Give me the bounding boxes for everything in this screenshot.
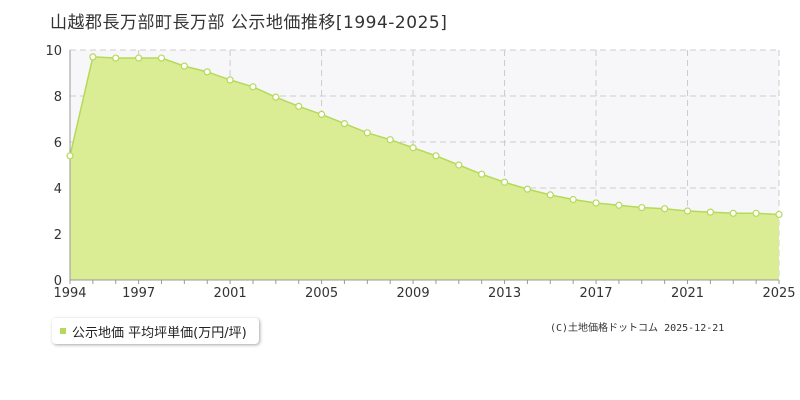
data-point (386, 136, 394, 144)
y-tick-labels: 0 2 4 6 8 10 (45, 44, 62, 289)
data-point (89, 53, 97, 61)
data-point (135, 54, 143, 62)
data-point (157, 54, 166, 62)
data-point (615, 201, 623, 209)
data-point (478, 170, 486, 178)
data-point (455, 161, 463, 169)
data-point (638, 203, 646, 212)
y-tick-label: 4 (54, 182, 62, 197)
data-point (340, 119, 349, 128)
y-tick-label: 10 (45, 44, 62, 59)
x-tick-label: 2025 (762, 286, 795, 301)
data-point (752, 209, 760, 217)
data-point (592, 199, 600, 207)
x-tick-label: 2009 (397, 286, 430, 301)
data-point (66, 152, 74, 160)
data-point (500, 178, 509, 186)
data-point (706, 208, 714, 216)
area-fill (70, 56, 779, 281)
data-point (729, 209, 737, 217)
data-point (249, 83, 257, 91)
data-point (775, 210, 783, 219)
y-tick-label: 8 (54, 90, 62, 105)
chart-title: 山越郡長万部町長万部 公示地価推移[1994-2025] (50, 13, 448, 33)
x-tick-labels: 1994 1997 2001 2005 2009 2013 2017 2021 2025 (53, 286, 795, 301)
y-tick-label: 2 (54, 228, 62, 243)
y-tick-label: 0 (54, 274, 62, 289)
x-tick-label: 2001 (214, 286, 247, 301)
data-point (203, 68, 211, 76)
data-point (683, 207, 692, 215)
data-point (432, 152, 440, 160)
data-point (295, 102, 303, 110)
series-line (69, 56, 780, 216)
legend-label: 公示地価 平均坪単価(万円/坪) (72, 325, 247, 341)
data-point (180, 62, 188, 70)
data-point (523, 185, 532, 193)
x-tick-label: 1997 (122, 286, 155, 301)
x-tick-label: 1994 (53, 286, 86, 301)
x-tick-label: 2021 (671, 286, 704, 301)
data-markers (66, 53, 783, 219)
data-point (112, 54, 120, 62)
legend: 公示地価 平均坪単価(万円/坪) (52, 318, 259, 344)
axes (69, 50, 780, 284)
legend-swatch (60, 328, 66, 334)
x-tick-label: 2005 (305, 286, 338, 301)
data-point (409, 144, 417, 152)
credit-text: (C)土地価格ドットコム 2025-12-21 (550, 323, 725, 334)
data-point (226, 76, 234, 84)
data-point (363, 129, 371, 137)
data-point (569, 195, 577, 204)
x-tick-label: 2013 (488, 286, 521, 301)
y-tick-label: 6 (54, 136, 62, 151)
data-point (317, 110, 326, 119)
data-point (546, 191, 554, 199)
x-tick-label: 2017 (579, 286, 612, 301)
data-point (272, 93, 280, 101)
data-point (661, 205, 669, 213)
